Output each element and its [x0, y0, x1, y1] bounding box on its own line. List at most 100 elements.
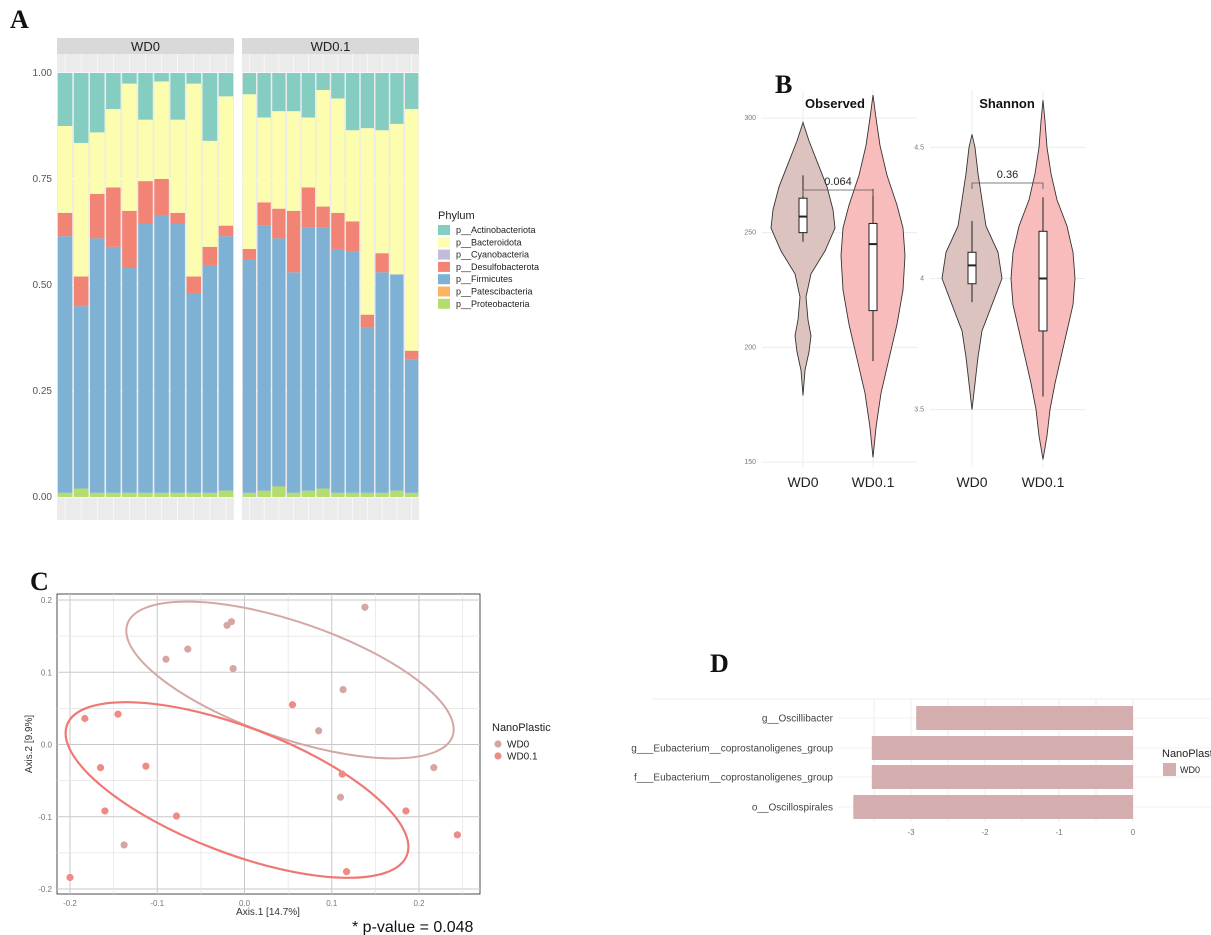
x-tick-label: -0.1: [150, 899, 164, 908]
bar-segment: [73, 488, 89, 497]
box-iqr: [798, 197, 808, 234]
y-tick-label: -0.2: [38, 885, 52, 894]
facet-label-wd0: WD0: [131, 39, 160, 54]
bar-segment: [218, 225, 234, 237]
bar-segment: [73, 276, 89, 307]
bar-segment: [122, 210, 137, 269]
bar-segment: [286, 210, 301, 273]
p-value-note: * p-value = 0.048: [352, 919, 474, 935]
bar-segment: [57, 236, 73, 493]
bar-segment: [186, 293, 202, 493]
bar-segment: [106, 246, 121, 493]
bar-segment: [331, 98, 345, 213]
bar-segment: [331, 248, 345, 493]
bar-segment: [242, 94, 257, 249]
bar-segment: [360, 492, 375, 497]
alpha-diversity-violins: Observed Shannon 150 200 250 300 WD0 WD0.1 0.0…: [744, 90, 1085, 490]
y-tick-label: 3.5: [914, 407, 924, 414]
box-iqr: [967, 251, 977, 285]
lda-bars: [853, 706, 1133, 819]
bar-segment: [218, 73, 234, 97]
bar-segment: [331, 212, 345, 249]
legend-label: p__Proteobacteria: [456, 299, 530, 309]
y-axis-label: Axis.2 [9.9%]: [24, 715, 35, 774]
point-WD0: [339, 685, 347, 694]
bar-segment: [272, 238, 286, 487]
bar-segment: [186, 492, 202, 497]
x-tick-label: WD0: [787, 474, 818, 490]
panel-label-b: B: [775, 70, 792, 99]
point-WD0: [361, 603, 369, 611]
y-tick-label: 200: [744, 344, 756, 351]
y-tick-label: 0.25: [33, 386, 53, 397]
bar-segment: [286, 111, 301, 211]
bar-segment: [154, 73, 169, 82]
bar-segment: [73, 73, 89, 143]
bar-segment: [202, 492, 218, 497]
bar-segment: [57, 492, 73, 497]
panel-label-a: A: [10, 5, 29, 34]
x-tick-label: WD0: [956, 474, 987, 490]
point-WD0: [162, 655, 170, 663]
x-tick-label: WD0.1: [1022, 474, 1065, 490]
bar-segment: [154, 81, 169, 179]
bar-segment: [345, 130, 360, 222]
bar-segment: [73, 142, 89, 277]
y-tick-label: 0.50: [33, 280, 53, 291]
bar-segment: [257, 202, 271, 226]
bar-segment: [170, 73, 185, 120]
taxon-label: f___Eubacterium__coprostanoligenes_group: [634, 773, 833, 784]
observed-title: Observed: [805, 96, 865, 111]
y-tick-label: 4: [920, 276, 924, 283]
bar-segment: [154, 179, 169, 216]
legend-label: p__Cyanobacteria: [456, 250, 529, 260]
bar-segment: [257, 73, 271, 118]
y-axis-ticks: 0.00 0.25 0.50 0.75 1.00: [33, 68, 53, 503]
sample-points: [66, 603, 461, 882]
legend-swatch: [438, 237, 450, 248]
legend-swatch: [438, 274, 450, 285]
y-tick-label: 1.00: [33, 68, 53, 79]
bar-segment: [286, 272, 301, 493]
lda-bar-chart: g__Oscillibacter g___Eubacterium__coprost…: [631, 698, 1211, 837]
facet-strip-wd01: [242, 38, 419, 54]
bar-segment: [242, 259, 257, 493]
bar-segment: [404, 73, 419, 110]
bar-segment: [89, 238, 105, 493]
bar-segment: [122, 268, 137, 493]
bar-segment: [57, 212, 73, 237]
lda-bar: [853, 795, 1133, 819]
bar-segment: [89, 132, 105, 194]
bar-segment: [345, 251, 360, 493]
lda-axis-ticks: -3 -2 -1 0: [907, 828, 1135, 837]
bar-segment: [375, 73, 389, 131]
bar-segment: [301, 73, 316, 118]
bar-segment: [202, 265, 218, 493]
point-WD01: [96, 764, 105, 772]
x-tick-label: -3: [907, 828, 915, 837]
bar-segment: [375, 130, 389, 254]
point-WD0: [315, 727, 323, 735]
bar-segment: [345, 492, 360, 497]
x-tick-label: 0: [1131, 828, 1136, 837]
bar-segment: [272, 208, 286, 239]
bar-segment: [390, 490, 404, 497]
x-tick-label: -1: [1055, 828, 1063, 837]
confidence-ellipses: [64, 600, 455, 879]
legend-label: p__Actinobacteriota: [456, 225, 536, 235]
x-tick-label: 0.0: [239, 899, 251, 908]
bar-segment: [218, 490, 234, 497]
bar-segment: [106, 73, 121, 110]
bar-segment: [218, 236, 234, 491]
taxon-labels: g__Oscillibacter g___Eubacterium__coprost…: [631, 714, 833, 814]
bar-segment: [257, 490, 271, 497]
point-WD01: [81, 714, 89, 723]
legend-dot: [494, 752, 502, 760]
legend-swatch: [438, 286, 450, 297]
bar-segment: [122, 73, 137, 84]
bar-segment: [316, 73, 330, 90]
lda-bar: [916, 706, 1133, 730]
point-WD0: [184, 645, 192, 653]
x-axis-label: Axis.1 [14.7%]: [236, 907, 300, 918]
